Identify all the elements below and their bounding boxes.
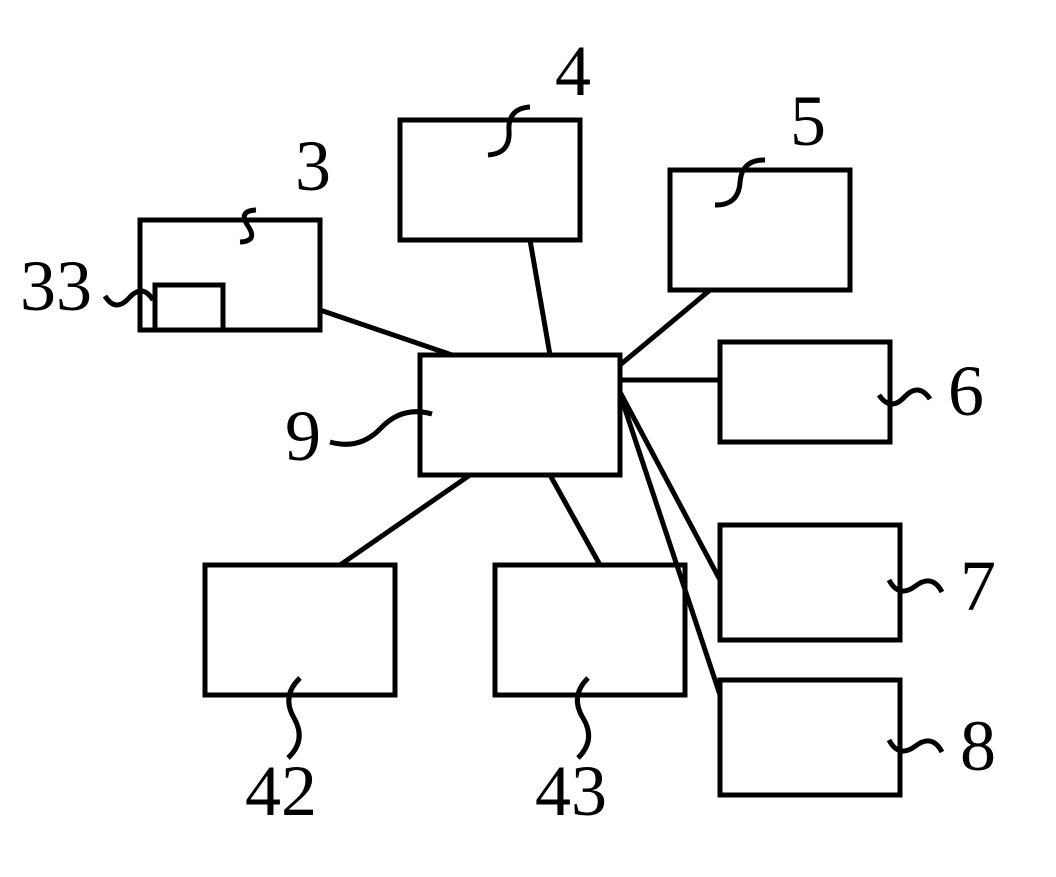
node-n9: [420, 355, 620, 475]
label-l7: 7: [960, 546, 996, 626]
edge-line: [620, 394, 720, 695]
label-l5: 5: [790, 81, 826, 161]
leader-l5: [715, 160, 765, 205]
leader-l6: [879, 390, 930, 404]
label-l4: 4: [555, 31, 591, 111]
node-n4: [400, 120, 580, 240]
label-l9: 9: [285, 396, 321, 476]
edge-line: [340, 475, 470, 565]
leader-l42: [288, 678, 300, 758]
leader-l43: [577, 678, 588, 758]
node-n8: [720, 680, 900, 795]
label-l6: 6: [948, 351, 984, 431]
leader-l7: [889, 580, 942, 592]
leader-l8: [889, 740, 942, 752]
node-n33: [155, 285, 223, 330]
node-n6: [720, 342, 890, 442]
label-l3: 3: [295, 126, 331, 206]
edge-line: [320, 310, 452, 355]
edge-line: [550, 475, 600, 565]
leader-l3: [240, 210, 256, 242]
edge-line: [530, 240, 550, 355]
label-l43: 43: [535, 751, 607, 831]
node-n7: [720, 525, 900, 640]
leader-l33: [105, 291, 153, 305]
label-l42: 42: [245, 751, 317, 831]
label-l33: 33: [20, 246, 92, 326]
leader-l4: [488, 107, 530, 155]
leader-l9: [330, 412, 432, 445]
node-n3: [140, 220, 320, 330]
edge-line: [620, 290, 710, 365]
node-n5: [670, 170, 850, 290]
node-n42: [205, 565, 395, 695]
label-l8: 8: [960, 706, 996, 786]
node-n43: [495, 565, 685, 695]
